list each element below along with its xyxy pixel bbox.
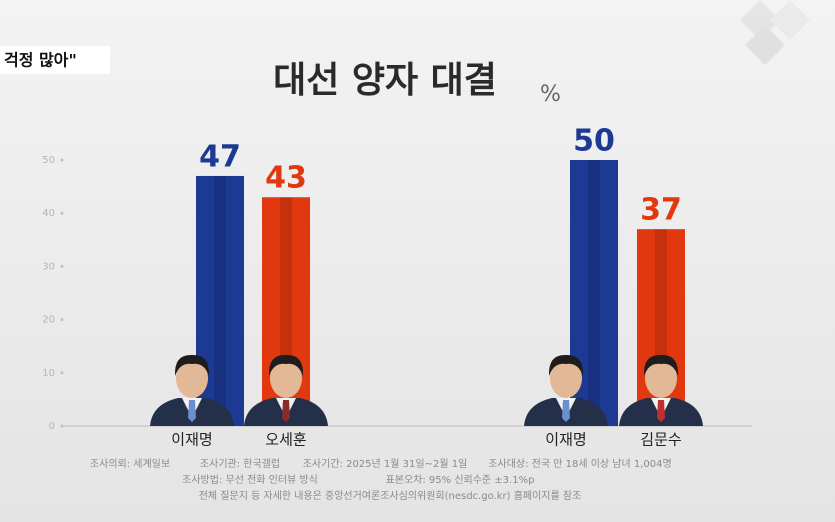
value-label: 47 — [199, 139, 241, 174]
source-note: 조사방법: 무선 전화 인터뷰 방식 — [182, 474, 318, 486]
photo-tie — [657, 400, 665, 422]
value-label: 37 — [640, 193, 682, 228]
tick-mark — [60, 371, 64, 375]
source-note: 조사의뢰: 세계일보 — [90, 458, 170, 470]
candidate-photo — [244, 354, 328, 426]
source-note: 조사대상: 전국 만 18세 이상 남녀 1,004명 — [488, 458, 671, 470]
chart-title: 대선 양자 대결 — [273, 60, 497, 101]
photo-hair — [268, 354, 304, 376]
bar-shade — [588, 160, 600, 426]
photo-tie — [282, 400, 290, 422]
photo-face — [645, 358, 677, 398]
x-tick-label: 김문수 — [640, 431, 681, 449]
x-tick-label: 이재명 — [171, 431, 212, 449]
photo-hair — [643, 354, 679, 376]
photo-tie — [188, 400, 196, 422]
y-tick-label: 20 — [42, 315, 55, 326]
y-tick-label: 40 — [42, 208, 55, 219]
y-tick-label: 0 — [49, 421, 55, 432]
decoration — [740, 0, 810, 65]
source-note: 전체 질문지 등 자세한 내용은 중앙선거여론조사심의위원회(nesdc.go.… — [199, 489, 582, 502]
y-tick-label: 50 — [42, 155, 55, 166]
headline-fragment: 걱정 많아" — [4, 51, 77, 70]
source-note: 표본오차: 95% 신뢰수준 ±3.1%p — [386, 474, 535, 486]
value-label: 43 — [265, 161, 307, 196]
value-label: 50 — [573, 124, 615, 159]
unit: % — [540, 82, 561, 107]
bar-shade — [214, 175, 226, 426]
y-tick-label: 30 — [42, 261, 55, 272]
photo-hair — [548, 354, 584, 376]
tick-mark — [60, 318, 64, 322]
tick-mark — [60, 424, 64, 428]
headline-box — [0, 46, 110, 74]
y-tick-label: 10 — [42, 368, 55, 379]
photo-face — [550, 358, 582, 398]
x-tick-label: 이재명 — [545, 431, 586, 449]
candidate-photo — [524, 354, 608, 426]
tick-mark — [60, 158, 64, 162]
source-note: 조사기관: 한국갤럽 — [200, 458, 280, 470]
photo-hair — [174, 354, 210, 376]
candidate-photo — [619, 354, 703, 426]
source-note: 조사기간: 2025년 1월 31일~2월 1일 — [303, 458, 468, 470]
tick-mark — [60, 211, 64, 215]
candidate-photo — [150, 354, 234, 426]
photo-tie — [562, 400, 570, 422]
photo-face — [270, 358, 302, 398]
x-tick-label: 오세훈 — [265, 431, 306, 449]
tick-mark — [60, 264, 64, 268]
photo-face — [176, 358, 208, 398]
